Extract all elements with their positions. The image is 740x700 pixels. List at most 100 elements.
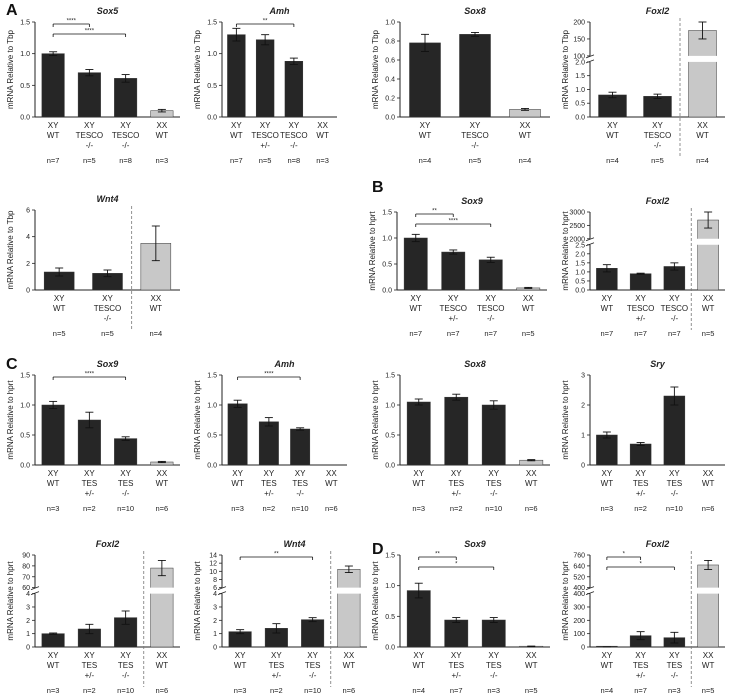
y-tick-label: 0.0 xyxy=(385,645,395,652)
x-category-label: XY xyxy=(607,121,618,130)
x-category-label: WT xyxy=(525,661,538,670)
y-tick-label: 0.4 xyxy=(385,77,395,84)
n-label: n=6 xyxy=(343,686,356,695)
x-category-label: XX xyxy=(344,651,355,660)
x-category-label: XY xyxy=(451,651,462,660)
x-category-label: -/- xyxy=(490,489,498,498)
x-category-label: TES xyxy=(448,479,464,488)
y-tick-label: 520 xyxy=(573,574,585,581)
x-category-label: -/- xyxy=(671,671,679,680)
x-category-label: -/- xyxy=(487,314,495,323)
y-tick-label: 3 xyxy=(581,373,585,380)
chart-title: Amh xyxy=(274,359,296,369)
y-tick-label: 90 xyxy=(22,553,30,560)
x-category-label: WT xyxy=(150,304,163,313)
n-label: n=10 xyxy=(117,504,134,513)
x-category-label: -/- xyxy=(296,489,304,498)
n-label: n=8 xyxy=(119,156,132,165)
y-tick-label: 2.5 xyxy=(575,242,585,249)
x-category-label: XY xyxy=(420,121,431,130)
y-axis-label: mRNA Relative to hprt xyxy=(561,561,570,641)
n-label: n=3 xyxy=(231,504,244,513)
y-axis-label: mRNA Relative to Tbp xyxy=(6,29,15,109)
x-category-label: XY xyxy=(295,469,306,478)
x-category-label: WT xyxy=(601,304,614,313)
bar xyxy=(459,34,491,118)
n-label: n=6 xyxy=(156,504,169,513)
n-label: n=7 xyxy=(450,686,463,695)
x-category-label: XY xyxy=(84,121,95,130)
y-tick-label: 4 xyxy=(26,234,30,241)
n-label: n=3 xyxy=(156,156,169,165)
n-label: n=5 xyxy=(53,329,66,338)
bar-break xyxy=(687,55,718,62)
n-label: n=2 xyxy=(83,686,96,695)
n-label: n=3 xyxy=(412,504,425,513)
x-category-label: -/- xyxy=(104,314,112,323)
x-category-label: XY xyxy=(448,294,459,303)
bar xyxy=(406,590,431,648)
x-category-label: XX xyxy=(520,121,531,130)
chart-title: Sox5 xyxy=(97,6,120,16)
y-tick-label: 1.5 xyxy=(20,20,30,27)
x-category-label: TESCO xyxy=(661,304,689,313)
y-tick-label: 1.0 xyxy=(207,403,217,410)
x-category-label: TESCO xyxy=(439,304,467,313)
x-category-label: XX xyxy=(157,469,168,478)
x-category-label: WT xyxy=(702,479,715,488)
sig-label: ** xyxy=(274,552,279,558)
y-tick-label: 3 xyxy=(26,604,30,611)
y-tick-label: 0.0 xyxy=(382,288,392,295)
y-tick-label: 0.0 xyxy=(20,115,30,122)
n-label: n=3 xyxy=(47,686,60,695)
axis-break-mark xyxy=(217,591,227,596)
x-category-label: XY xyxy=(84,651,95,660)
n-label: n=10 xyxy=(304,686,321,695)
y-tick-label: 1.0 xyxy=(575,87,585,94)
x-category-label: -/- xyxy=(290,141,298,150)
y-tick-label: 3000 xyxy=(569,210,585,217)
x-category-label: WT xyxy=(47,131,60,140)
y-tick-label: 0 xyxy=(581,463,585,470)
x-category-label: TESCO xyxy=(112,131,140,140)
bar xyxy=(284,61,304,118)
y-tick-label: 640 xyxy=(573,563,585,570)
n-label: n=5 xyxy=(651,156,664,165)
y-tick-label: 1.0 xyxy=(385,403,395,410)
x-category-label: -/- xyxy=(86,141,94,150)
y-axis-label: mRNA Relative to hprt xyxy=(371,380,380,460)
axis-break-mark xyxy=(585,237,595,242)
y-tick-label: 0.5 xyxy=(575,101,585,108)
x-category-label: +/- xyxy=(260,141,270,150)
bar xyxy=(688,30,717,118)
x-category-label: XX xyxy=(703,294,714,303)
sig-label: **** xyxy=(264,372,274,378)
n-label: n=3 xyxy=(668,686,681,695)
y-axis-label: mRNA Relative to hprt xyxy=(561,380,570,460)
y-tick-label: 0.6 xyxy=(385,58,395,65)
x-category-label: TESCO xyxy=(251,131,279,140)
n-label: n=2 xyxy=(83,504,96,513)
x-category-label: XX xyxy=(526,469,537,478)
axis-break-mark xyxy=(585,59,595,64)
y-tick-label: 0 xyxy=(26,645,30,652)
y-tick-label: 2 xyxy=(213,618,217,625)
axis-break-mark xyxy=(30,586,40,591)
y-tick-label: 0.5 xyxy=(207,433,217,440)
y-tick-label: 0.0 xyxy=(385,115,395,122)
n-label: n=5 xyxy=(469,156,482,165)
axis-break-mark xyxy=(217,586,227,591)
y-axis-label: mRNA Relative to Tbp xyxy=(371,29,380,109)
bar xyxy=(41,633,65,648)
x-category-label: WT xyxy=(230,131,243,140)
n-label: n=10 xyxy=(292,504,309,513)
x-category-label: TES xyxy=(118,479,134,488)
x-category-label: XY xyxy=(271,651,282,660)
x-category-label: WT xyxy=(702,304,715,313)
x-category-label: WT xyxy=(696,131,709,140)
x-category-label: TES xyxy=(82,661,98,670)
x-category-label: -/- xyxy=(654,141,662,150)
y-axis-label: mRNA Relative to hprt xyxy=(193,380,202,460)
